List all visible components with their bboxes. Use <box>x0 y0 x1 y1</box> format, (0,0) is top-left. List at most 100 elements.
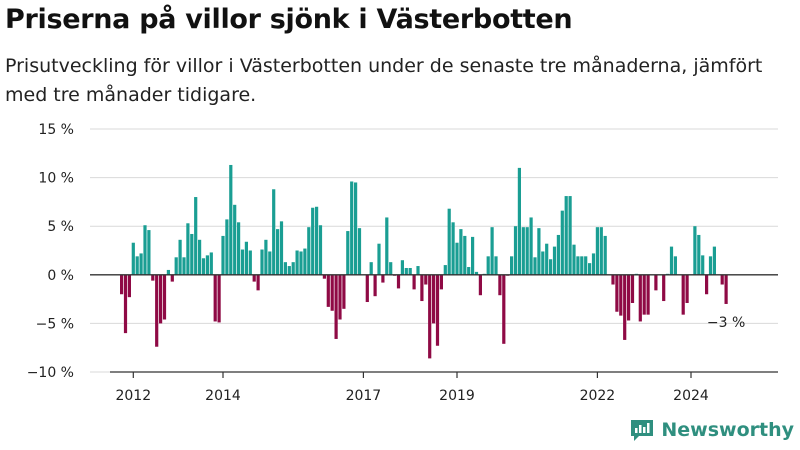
y-tick-label: 10 % <box>38 171 74 187</box>
bar <box>283 262 287 275</box>
bar <box>237 222 241 275</box>
bar <box>615 274 619 312</box>
x-tick-label: 2024 <box>673 388 709 404</box>
bar <box>627 274 631 321</box>
bar <box>408 267 412 275</box>
axes <box>90 274 778 378</box>
bar <box>233 204 237 275</box>
bar <box>611 274 615 285</box>
bar <box>213 274 217 322</box>
bar <box>354 182 358 275</box>
bar <box>724 274 728 304</box>
bar <box>279 221 284 275</box>
bar <box>311 207 315 275</box>
bar <box>198 239 202 275</box>
bar <box>225 219 229 275</box>
bar <box>318 225 323 275</box>
bar <box>381 274 385 283</box>
bar <box>599 227 603 275</box>
bar <box>412 274 416 290</box>
bar <box>455 242 459 275</box>
bar <box>240 249 245 275</box>
bar <box>552 246 557 275</box>
bar <box>201 258 206 275</box>
bar <box>350 181 354 275</box>
bar <box>443 265 447 275</box>
bar <box>342 274 346 309</box>
bar <box>693 226 697 275</box>
bar <box>322 274 326 279</box>
bar <box>432 274 436 324</box>
bar <box>127 274 131 298</box>
bar <box>295 250 299 275</box>
bar <box>404 267 408 275</box>
bar <box>268 251 272 275</box>
bar <box>712 246 716 275</box>
bar <box>467 267 471 275</box>
bar <box>568 196 572 275</box>
bar <box>654 274 658 291</box>
bar <box>646 274 650 315</box>
bar <box>619 274 623 316</box>
bar <box>396 274 401 289</box>
y-tick-label: 15 % <box>38 122 74 138</box>
bar <box>303 248 307 275</box>
bar <box>217 274 221 323</box>
bar <box>151 274 155 281</box>
bar <box>685 274 689 303</box>
bar <box>490 227 494 275</box>
bar <box>143 225 147 275</box>
bar <box>287 266 291 275</box>
bar <box>400 260 404 275</box>
newsworthy-logo-icon <box>631 420 654 441</box>
bar <box>357 228 362 275</box>
bar <box>131 242 135 275</box>
x-tick-label: 2014 <box>205 388 241 404</box>
bar <box>248 250 252 275</box>
chart-subtitle: Prisutveckling för villor i Västerbotten… <box>5 55 763 106</box>
bar <box>697 234 701 275</box>
bar <box>244 241 248 275</box>
x-tick-label: 2012 <box>115 388 151 404</box>
bar <box>252 274 256 282</box>
bar <box>166 269 170 275</box>
bar <box>435 274 440 346</box>
bar <box>447 208 451 275</box>
bar <box>638 274 642 322</box>
bar <box>701 255 705 275</box>
bar <box>459 229 463 275</box>
bar <box>299 251 303 275</box>
bar <box>428 274 432 359</box>
bar <box>209 252 213 275</box>
bar <box>276 229 280 275</box>
bar <box>256 274 260 291</box>
bar <box>502 274 506 344</box>
bar <box>326 274 330 307</box>
bar <box>584 256 588 275</box>
bar <box>486 256 490 275</box>
bar <box>474 271 479 275</box>
bar <box>315 206 319 275</box>
bar <box>260 249 264 275</box>
bar <box>424 274 428 285</box>
x-tick-label: 2022 <box>580 388 616 404</box>
y-tick-label: 5 % <box>47 219 74 235</box>
bar <box>139 253 143 275</box>
bar <box>564 196 568 275</box>
bar <box>705 274 709 295</box>
bar <box>681 274 685 315</box>
bar <box>307 227 311 275</box>
x-tick-label: 2017 <box>346 388 382 404</box>
bar <box>525 227 529 275</box>
bar <box>549 259 553 275</box>
bar <box>529 217 533 275</box>
bar <box>463 235 467 275</box>
bar <box>186 223 190 275</box>
y-tick-label: −5 % <box>36 316 74 332</box>
bar <box>264 239 268 275</box>
bars <box>120 164 728 359</box>
bar <box>708 256 713 275</box>
bar <box>478 274 482 296</box>
bar <box>603 235 607 275</box>
bar <box>135 256 139 275</box>
